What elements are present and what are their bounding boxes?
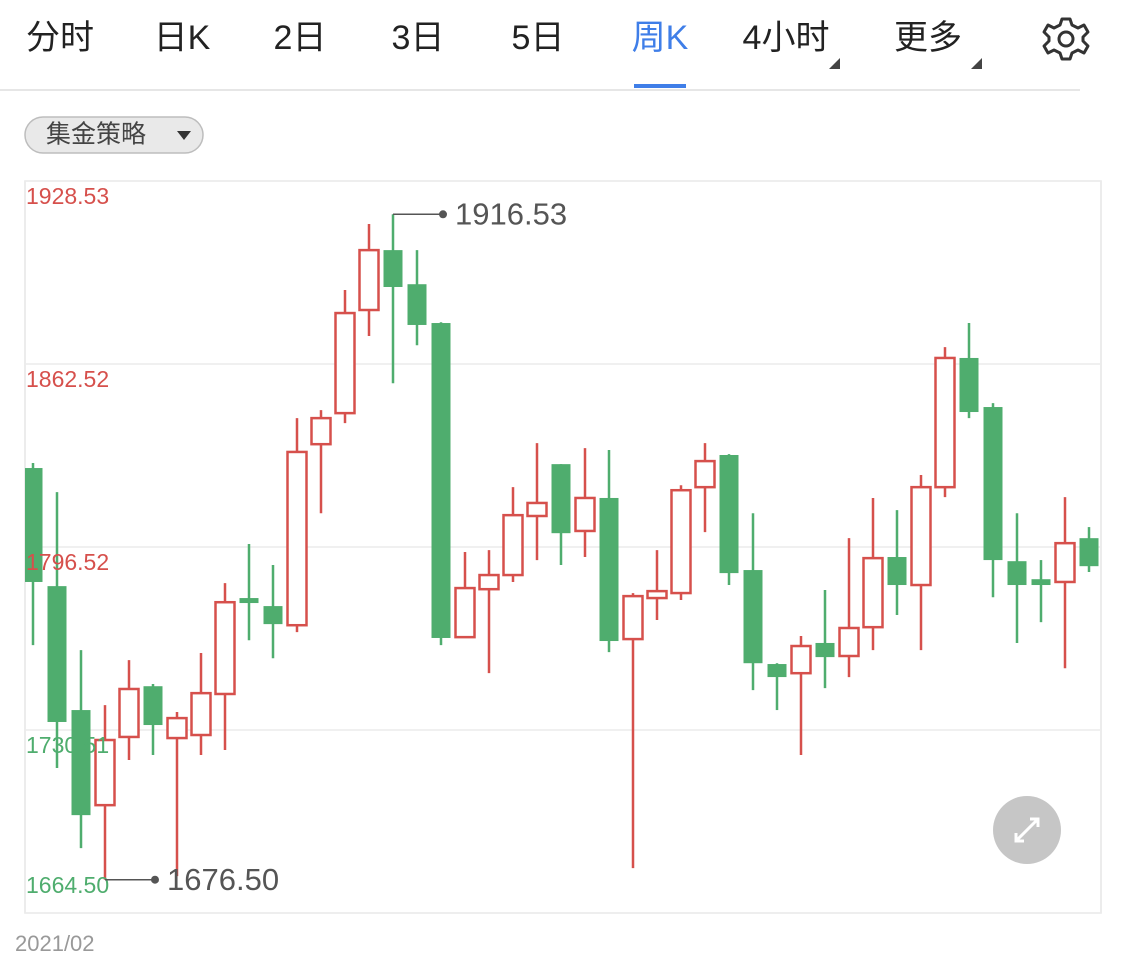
candle-body bbox=[407, 284, 427, 325]
candle-body bbox=[71, 710, 91, 816]
candle-body bbox=[574, 496, 596, 533]
tab[interactable]: 分时 bbox=[26, 19, 94, 57]
tab-label: 3日 bbox=[392, 19, 445, 57]
candle-body bbox=[431, 323, 451, 638]
tab-label: 分时 bbox=[26, 19, 94, 57]
y-tick-label: 1862.52 bbox=[26, 366, 109, 392]
candle-body bbox=[887, 557, 907, 586]
candle-body bbox=[862, 556, 884, 629]
tab-label: 日K bbox=[154, 19, 211, 57]
button-label: 集金策略 bbox=[46, 121, 146, 149]
candle-body bbox=[118, 687, 140, 739]
candle-body bbox=[239, 598, 259, 604]
candle-body bbox=[551, 464, 571, 534]
candle-body bbox=[1031, 579, 1051, 586]
date-label: 2021/02 bbox=[15, 931, 95, 956]
tab-label: 2日 bbox=[274, 19, 327, 57]
candle-body bbox=[502, 513, 524, 577]
button-caret bbox=[177, 131, 191, 140]
tab[interactable]: 更多 bbox=[894, 19, 982, 69]
candle-body bbox=[526, 501, 548, 518]
tab-label: 5日 bbox=[512, 19, 565, 57]
candle-body bbox=[383, 250, 403, 287]
tab[interactable]: 日K bbox=[154, 19, 211, 57]
tab[interactable]: 3日 bbox=[392, 19, 445, 57]
tab-caret bbox=[829, 58, 840, 69]
candle-body bbox=[622, 594, 644, 641]
candle-body bbox=[1054, 541, 1076, 584]
tab-label: 4小时 bbox=[743, 19, 830, 57]
candle-body bbox=[190, 691, 212, 737]
candle-body bbox=[1079, 538, 1099, 567]
annotation-label: 1676.50 bbox=[167, 862, 279, 897]
candle-body bbox=[670, 488, 692, 595]
y-tick-label: 1730.51 bbox=[26, 732, 109, 758]
tab-caret bbox=[971, 58, 982, 69]
candle-body bbox=[767, 664, 787, 678]
candle-body bbox=[790, 644, 812, 675]
button-bg bbox=[24, 116, 204, 154]
candle-body bbox=[47, 586, 67, 722]
candle-body bbox=[286, 450, 308, 627]
tab[interactable]: 周K bbox=[632, 19, 689, 88]
tab[interactable]: 2日 bbox=[274, 19, 327, 57]
candle-body bbox=[815, 642, 835, 658]
candle-body bbox=[646, 589, 668, 600]
candle-body bbox=[838, 626, 860, 658]
candle-body bbox=[694, 459, 716, 489]
candle-body bbox=[983, 407, 1003, 561]
annotation-label: 1916.53 bbox=[455, 196, 567, 231]
candle-body bbox=[143, 686, 163, 726]
candle-body bbox=[910, 485, 932, 587]
expand-button[interactable] bbox=[993, 796, 1061, 864]
candle-body bbox=[166, 716, 188, 740]
candle-body bbox=[1007, 561, 1027, 586]
annotation-dot bbox=[439, 210, 447, 219]
tab-label: 更多 bbox=[894, 19, 962, 57]
y-tick-label: 1796.52 bbox=[26, 549, 109, 575]
strategy-button[interactable]: 集金策略 bbox=[24, 116, 204, 154]
candle-body bbox=[94, 738, 116, 807]
tab-label: 周K bbox=[632, 19, 689, 57]
candle-body bbox=[743, 570, 763, 664]
y-tick-label: 1664.50 bbox=[26, 872, 109, 898]
candle-body bbox=[478, 573, 500, 591]
candle-body bbox=[454, 586, 476, 639]
candle-body bbox=[934, 356, 956, 489]
candle-body bbox=[310, 416, 332, 446]
tab-underline bbox=[634, 84, 686, 88]
candle-body bbox=[959, 357, 979, 413]
annotation-dot bbox=[151, 875, 159, 884]
candle-body bbox=[358, 248, 380, 312]
candle-body bbox=[263, 606, 283, 625]
candle-body bbox=[719, 454, 739, 574]
grid bbox=[25, 180, 1101, 914]
candle-body bbox=[25, 468, 43, 582]
settings-icon[interactable] bbox=[1042, 17, 1090, 61]
y-tick-label: 1928.53 bbox=[26, 183, 109, 209]
candles bbox=[25, 214, 1099, 880]
candle-body bbox=[334, 311, 356, 415]
candle-body bbox=[599, 497, 619, 642]
candle-body bbox=[214, 600, 236, 696]
expand-arrow bbox=[1014, 817, 1040, 843]
tab[interactable]: 4小时 bbox=[743, 19, 840, 69]
tab[interactable]: 5日 bbox=[512, 19, 565, 57]
